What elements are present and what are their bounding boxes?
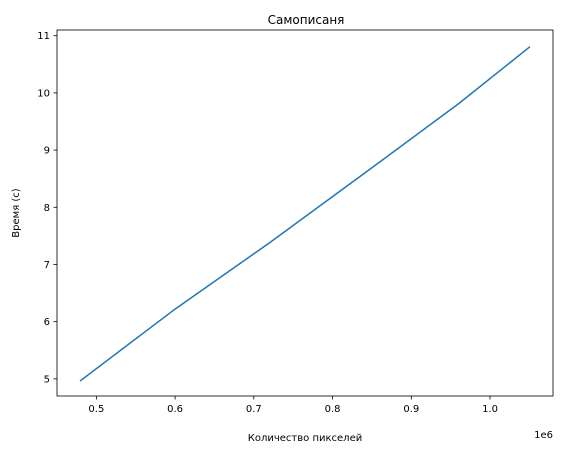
series-layer: [79, 46, 531, 382]
x-tick-label: 1.0: [482, 404, 498, 415]
y-tick-label: 7: [44, 260, 50, 271]
x-axis-label: Количество пикселей: [248, 433, 362, 444]
x-tick-label: 0.6: [167, 404, 183, 415]
x-tick-label: 0.8: [325, 404, 341, 415]
x-tick-label: 0.9: [403, 404, 419, 415]
chart-title: Самописаня: [268, 13, 345, 27]
y-tick-label: 11: [37, 31, 50, 42]
y-tick-label: 9: [44, 146, 50, 157]
y-tick-label: 10: [37, 88, 50, 99]
x-tick-label: 0.5: [88, 404, 104, 415]
x-axis: 0.5 0.6 0.7 0.8 0.9 1.0: [88, 396, 498, 415]
y-tick-label: 6: [44, 317, 50, 328]
x-tick-label: 0.7: [246, 404, 262, 415]
y-tick-label: 8: [44, 203, 50, 214]
axes-frame: [56, 29, 554, 397]
series-line: [79, 46, 531, 382]
x-axis-offset-label: 1e6: [534, 430, 553, 441]
y-axis-label: Время (с): [11, 188, 22, 237]
plot-area: [56, 29, 554, 397]
y-axis: 5 6 7 8 9 10 11: [37, 31, 57, 385]
y-tick-label: 5: [44, 374, 50, 385]
